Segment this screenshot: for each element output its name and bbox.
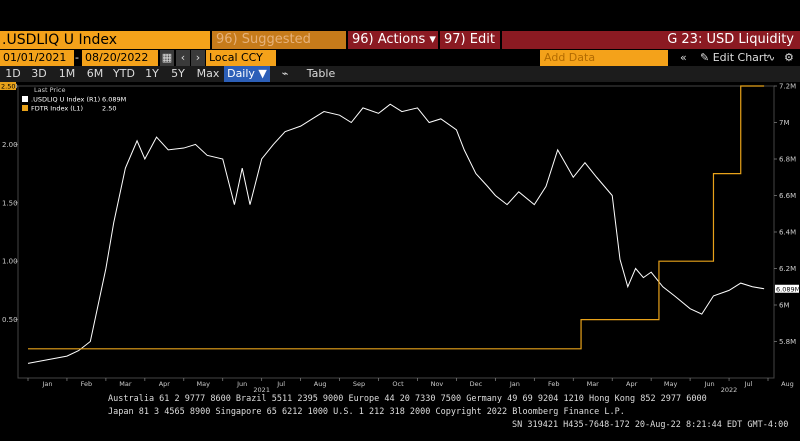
legend-label-fdtr: FDTR Index (L1): [31, 105, 83, 113]
footer-copyright: Japan 81 3 4565 8900 Singapore 65 6212 1…: [108, 407, 625, 417]
footer-contacts: Australia 61 2 9777 8600 Brazil 5511 239…: [108, 394, 707, 404]
edit-chart-label: Edit Chart: [712, 51, 768, 64]
chart-area: 5.8M 6M 6.2M 6.4M 6.6M 6.8M 7M 7.2M 0.50 1.00 1.50…: [0, 82, 800, 394]
x-axis-tick-label: Oct: [392, 380, 404, 388]
top-toolbar: .USDLIQ U Index 96) Suggested Charts 96)…: [0, 31, 800, 65]
date-controls: 01/01/2021 - 08/20/2022 ▦ ‹ › Local CCY …: [0, 50, 800, 66]
legend-header: Last Price: [34, 86, 65, 94]
last-value-tag-usdliq: [775, 284, 799, 293]
tab-max[interactable]: Max: [196, 67, 220, 80]
chart-type-icon[interactable]: ⌁: [281, 67, 289, 80]
ticker-field[interactable]: .USDLIQ U Index: [0, 31, 210, 49]
tab-3d[interactable]: 3D: [31, 67, 47, 80]
tab-6m[interactable]: 6M: [86, 67, 104, 80]
x-axis-tick-label: May: [197, 380, 211, 388]
legend: Last Price .USDLIQ U Index (R1) 6.089M F…: [22, 86, 126, 113]
price-chart: 5.8M 6M 6.2M 6.4M 6.6M 6.8M 7M 7.2M 0.50 1.00 1.50…: [0, 82, 800, 394]
collapse-icon[interactable]: «: [680, 51, 687, 64]
currency-select[interactable]: Local CCY: [206, 50, 276, 66]
settings-icon[interactable]: ⚙: [784, 51, 794, 64]
x-axis-year-label: 2022: [721, 386, 738, 392]
tab-1d[interactable]: 1D: [5, 67, 21, 80]
x-axis-tick-label: Mar: [119, 380, 132, 388]
last-value-label-usdliq: 6.089M: [776, 285, 800, 293]
legend-swatch-usdliq: [22, 96, 28, 102]
x-axis-tick-label: Aug: [314, 380, 327, 388]
calendar-icon[interactable]: ▦: [160, 50, 174, 66]
x-axis-year-label: 2021: [253, 386, 270, 392]
x-axis-tick-label: Jan: [41, 380, 52, 388]
suggested-charts-button[interactable]: 96) Suggested Charts: [212, 31, 346, 65]
x-axis-tick-label: Jan: [509, 380, 520, 388]
actions-menu[interactable]: 96) Actions ▾: [348, 31, 438, 49]
right-axis-tick-label: 6.2M: [779, 265, 796, 273]
x-axis-tick-label: Jun: [236, 380, 247, 388]
left-axis-tick-label: 2.00: [2, 141, 18, 149]
left-axis-tick-label: 0.50: [2, 316, 18, 324]
x-axis-tick-label: Jun: [704, 380, 715, 388]
chart-tools-icon[interactable]: ∿: [766, 51, 776, 64]
right-axis-tick-label: 6.6M: [779, 192, 796, 200]
tab-1m[interactable]: 1M: [58, 67, 76, 80]
right-axis-tick-label: 6.8M: [779, 156, 796, 164]
legend-value-usdliq: 6.089M: [102, 96, 126, 104]
series-line-fdtr: [28, 85, 765, 350]
x-axis-tick-label: Apr: [626, 380, 638, 388]
x-axis-tick-label: Nov: [431, 380, 444, 388]
start-date-input[interactable]: 01/01/2021: [0, 50, 74, 66]
legend-value-fdtr: 2.50: [102, 105, 116, 113]
add-data-input[interactable]: Add Data: [540, 50, 668, 66]
right-axis-tick-label: 6.4M: [779, 229, 796, 237]
frequency-select[interactable]: Daily ▼: [224, 66, 270, 82]
x-axis-tick-label: Sep: [353, 380, 365, 388]
x-axis-tick-label: Jul: [276, 380, 285, 388]
x-axis-tick-label: Jul: [744, 380, 753, 388]
x-axis-tick-label: Mar: [587, 380, 600, 388]
right-axis-tick-label: 7M: [779, 119, 790, 127]
end-date-input[interactable]: 08/20/2022: [82, 50, 158, 66]
prev-period-icon[interactable]: ‹: [176, 50, 190, 66]
date-range-separator: -: [75, 51, 79, 64]
left-axis-tick-label: 1.00: [2, 258, 18, 266]
right-axis-tick-label: 5.8M: [779, 338, 796, 346]
edit-chart-button[interactable]: ✎ Edit Chart: [700, 50, 768, 66]
edit-menu[interactable]: 97) Edit ▾: [440, 31, 500, 65]
period-tabs: 1D 3D 1M 6M YTD 1Y 5Y Max Daily ▼ ⌁ Tabl…: [0, 66, 800, 82]
tab-1y[interactable]: 1Y: [145, 67, 159, 80]
table-button[interactable]: Table: [306, 67, 336, 80]
footer-session: SN 319421 H435-7648-172 20-Aug-22 8:21:4…: [512, 420, 789, 430]
series-line-usdliq: [27, 103, 765, 364]
x-axis-tick-label: Apr: [159, 380, 171, 388]
last-value-label-fdtr: 2.50: [1, 83, 15, 91]
plot-frame: [17, 85, 775, 379]
edit-chart-icon: ✎: [700, 51, 713, 64]
x-axis-tick-label: Feb: [548, 380, 560, 388]
x-axis-tick-label: Feb: [81, 380, 93, 388]
tab-ytd[interactable]: YTD: [113, 67, 135, 80]
next-period-icon[interactable]: ›: [191, 50, 205, 66]
legend-label-usdliq: .USDLIQ U Index (R1): [31, 96, 100, 104]
left-axis-tick-label: 1.50: [2, 199, 18, 207]
x-axis-tick-label: Dec: [470, 380, 483, 388]
screen-title: G 23: USD Liquidity: [502, 31, 800, 49]
last-value-tag-fdtr: [0, 82, 16, 90]
x-axis-tick-label: May: [664, 380, 678, 388]
right-axis-tick-label: 7.2M: [779, 83, 796, 91]
x-axis-tick-label: Aug: [781, 380, 794, 388]
legend-swatch-fdtr: [22, 105, 28, 111]
right-axis-tick-label: 6M: [779, 302, 790, 310]
tab-5y[interactable]: 5Y: [171, 67, 185, 80]
